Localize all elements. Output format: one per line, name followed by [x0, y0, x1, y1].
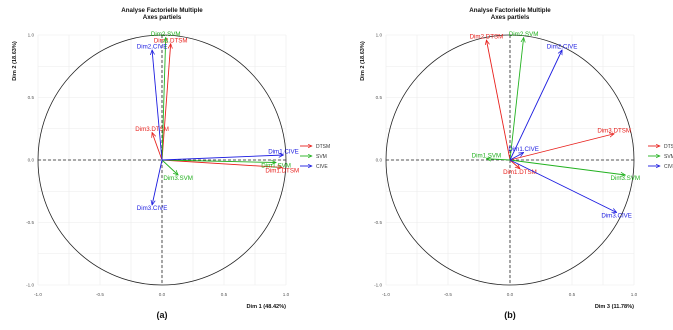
arrow-label: Dim2.SVM: [509, 31, 539, 38]
arrow-dim3-cive: [509, 159, 617, 213]
arrow-dim2-svm: [161, 38, 166, 161]
y-tick-label: -1.0: [374, 283, 382, 288]
legend: DTSM SVM CIVE: [648, 144, 673, 170]
legend-label: CIVE: [664, 164, 673, 170]
arrow-dim1-cive: [509, 153, 524, 161]
y-tick-label: -0.5: [26, 220, 34, 225]
chart-panel-2: -1.0 -0.5 0.0 0.5 1.0 1.0 0.5 0.0 -0.5 -1.0 Analys…: [360, 7, 673, 320]
arrow-dim3-cive: [152, 159, 163, 205]
ticks: -1.0 -0.5 0.0 0.5 1.0 1.0 0.5 0.0 -0.5 -1.0: [374, 33, 638, 297]
arrow-dim3-svm: [509, 159, 625, 175]
arrow-label: Dim1.CIVE: [508, 146, 539, 153]
arrow-dim2-svm: [509, 38, 524, 161]
legend-label: DTSM: [664, 144, 673, 150]
arrow-dim3-dtsm: [509, 134, 614, 161]
legend-label: SVM: [316, 154, 327, 160]
variable-arrows: Dim1.DTSM Dim2.DTSM Dim3.DTSM Dim1.SVM Dim2.…: [135, 31, 299, 212]
arrow-label: Dim2.SVM: [151, 31, 181, 38]
arrow-dim3-dtsm: [152, 133, 163, 161]
arrow-label: Dim3.DTSM: [135, 126, 169, 133]
y-axis-label: Dim 2 (18.63%): [12, 41, 18, 81]
arrow-label: Dim2.CIVE: [547, 44, 578, 51]
arrow-label: Dim3.SVM: [611, 175, 641, 182]
ticks: -1.0 -0.5 0.0 0.5 1.0 1.0 0.5 0.0 -0.5 -1.0: [26, 33, 290, 297]
arrow-label: Dim1.DTSM: [503, 169, 537, 176]
arrow-dim2-cive: [152, 50, 163, 161]
arrow-label: Dim3.SVM: [163, 175, 193, 182]
arrow-dim2-cive: [509, 50, 563, 161]
x-tick-label: 0.5: [569, 292, 576, 297]
variable-arrows: Dim1.DTSM Dim2.DTSM Dim3.DTSM Dim1.SVM Dim2.…: [470, 31, 641, 220]
arrow-label: Dim2.CIVE: [137, 44, 168, 51]
arrow-dim2-dtsm: [161, 44, 171, 161]
y-tick-label: -1.0: [26, 283, 34, 288]
x-axis-label: Dim 1 (48.42%): [247, 304, 287, 310]
panel-label: (a): [157, 310, 168, 320]
y-tick-label: 0.5: [28, 95, 35, 100]
arrow-label: Dim2.DTSM: [154, 37, 188, 44]
legend-label: SVM: [664, 154, 673, 160]
legend: DTSM SVM CIVE: [300, 144, 330, 170]
chart-subtitle: Axes partiels: [143, 14, 182, 21]
x-tick-label: -1.0: [382, 292, 390, 297]
x-tick-label: 0.0: [159, 292, 166, 297]
arrow-dim3-svm: [161, 159, 178, 175]
x-tick-label: -0.5: [96, 292, 104, 297]
arrow-label: Dim3.DTSM: [597, 127, 631, 134]
arrow-dim1-svm: [486, 159, 511, 160]
y-tick-label: 0.0: [28, 158, 35, 163]
x-tick-label: 1.0: [283, 292, 290, 297]
y-tick-label: -0.5: [374, 220, 382, 225]
panels: -1.0 -0.5 0.0 0.5 1.0 1.0 0.5 0.0 -0.5 -1.0 Analys…: [12, 7, 673, 320]
y-tick-label: 0.0: [376, 158, 383, 163]
x-tick-label: 0.5: [221, 292, 228, 297]
x-tick-label: -0.5: [444, 292, 452, 297]
arrow-dim1-cive: [161, 155, 284, 161]
x-tick-label: 1.0: [631, 292, 638, 297]
arrow-dim1-dtsm: [509, 159, 520, 169]
arrow-label: Dim1.SVM: [261, 163, 291, 170]
y-axis-label: Dim 2 (18.63%): [360, 41, 366, 81]
legend-label: DTSM: [316, 144, 330, 150]
chart-panel-1: -1.0 -0.5 0.0 0.5 1.0 1.0 0.5 0.0 -0.5 -1.0 Analys…: [12, 7, 330, 320]
arrow-dim1-svm: [161, 159, 276, 163]
arrow-label: Dim1.SVM: [472, 152, 502, 159]
y-tick-label: 0.5: [376, 95, 383, 100]
arrow-label: Dim2.DTSM: [470, 34, 504, 41]
panel-label: (b): [504, 310, 516, 320]
arrow-label: Dim1.CIVE: [268, 149, 299, 156]
x-tick-label: 0.0: [507, 292, 514, 297]
chart-subtitle: Axes partiels: [491, 14, 530, 21]
arrow-dim2-dtsm: [486, 40, 511, 161]
legend-label: CIVE: [316, 164, 328, 170]
y-tick-label: 1.0: [376, 33, 383, 38]
chart-title: Analyse Factorielle Multiple: [121, 7, 203, 14]
arrow-label: Dim1.DTSM: [265, 168, 299, 175]
x-tick-label: -1.0: [34, 292, 42, 297]
x-axis-label: Dim 3 (11.78%): [595, 304, 634, 310]
arrow-dim1-dtsm: [161, 159, 282, 168]
y-tick-label: 1.0: [28, 33, 35, 38]
arrow-label: Dim3.CIVE: [137, 205, 168, 212]
arrow-label: Dim3.CIVE: [601, 213, 632, 220]
chart-title: Analyse Factorielle Multiple: [469, 7, 551, 14]
